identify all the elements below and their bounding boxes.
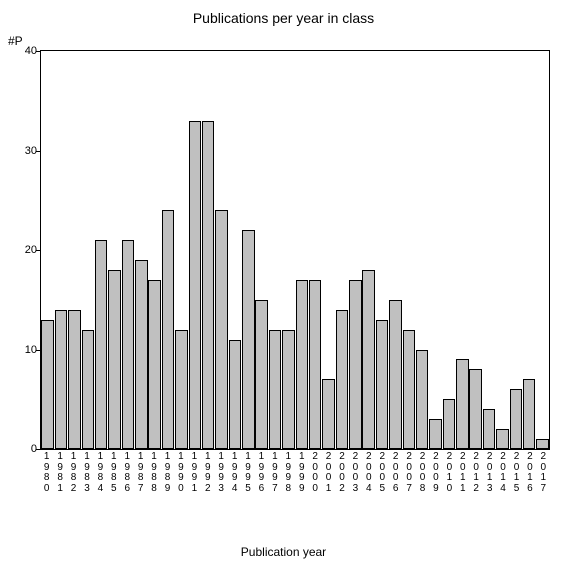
bar (496, 429, 509, 449)
chart-container: Publications per year in class #P 010203… (0, 0, 567, 567)
bar (389, 300, 402, 449)
xticks-group: 1 9 8 01 9 8 11 9 8 21 9 8 31 9 8 41 9 8… (40, 452, 550, 494)
xtick-label: 1 9 9 3 (214, 452, 227, 494)
bar (189, 121, 202, 449)
bar (403, 330, 416, 449)
bar (296, 280, 309, 449)
bar (135, 260, 148, 449)
bar (416, 350, 429, 450)
xtick-label: 2 0 0 5 (376, 452, 389, 494)
bar (282, 330, 295, 449)
xtick-label: 2 0 1 5 (510, 452, 523, 494)
bar (483, 409, 496, 449)
bar (376, 320, 389, 449)
bar (269, 330, 282, 449)
ytick-mark (36, 250, 41, 251)
xtick-label: 1 9 9 4 (228, 452, 241, 494)
bar (55, 310, 68, 449)
xtick-label: 1 9 8 6 (121, 452, 134, 494)
bar (349, 280, 362, 449)
ytick-mark (36, 350, 41, 351)
xtick-label: 1 9 8 5 (107, 452, 120, 494)
xtick-label: 2 0 1 1 (456, 452, 469, 494)
bar (443, 399, 456, 449)
xtick-label: 2 0 0 6 (389, 452, 402, 494)
ytick-mark (36, 51, 41, 52)
bar (255, 300, 268, 449)
xtick-label: 1 9 8 2 (67, 452, 80, 494)
bar (95, 240, 108, 449)
xtick-label: 1 9 9 9 (295, 452, 308, 494)
xtick-label: 2 0 0 9 (429, 452, 442, 494)
xtick-label: 2 0 0 7 (402, 452, 415, 494)
ytick-mark (36, 449, 41, 450)
xtick-label: 2 0 1 7 (537, 452, 550, 494)
bar (215, 210, 228, 449)
xtick-label: 2 0 1 2 (470, 452, 483, 494)
xtick-label: 1 9 9 8 (282, 452, 295, 494)
ytick-mark (36, 151, 41, 152)
bar (336, 310, 349, 449)
bar (242, 230, 255, 449)
xtick-label: 1 9 8 7 (134, 452, 147, 494)
bar (82, 330, 95, 449)
xtick-label: 1 9 8 1 (53, 452, 66, 494)
xtick-label: 1 9 9 6 (255, 452, 268, 494)
bar (456, 359, 469, 449)
bar (322, 379, 335, 449)
bar (362, 270, 375, 449)
xtick-label: 2 0 1 0 (443, 452, 456, 494)
xtick-label: 1 9 9 5 (241, 452, 254, 494)
xtick-label: 2 0 1 4 (496, 452, 509, 494)
bar (162, 210, 175, 449)
xtick-label: 2 0 1 6 (523, 452, 536, 494)
xtick-label: 1 9 9 1 (188, 452, 201, 494)
xtick-label: 2 0 1 3 (483, 452, 496, 494)
xtick-label: 2 0 0 4 (362, 452, 375, 494)
xtick-label: 1 9 8 0 (40, 452, 53, 494)
bar (309, 280, 322, 449)
bar (148, 280, 161, 449)
xtick-label: 1 9 8 4 (94, 452, 107, 494)
xtick-label: 1 9 9 7 (268, 452, 281, 494)
xtick-label: 2 0 0 2 (335, 452, 348, 494)
plot-area: 010203040 (40, 50, 550, 450)
bar (229, 340, 242, 449)
chart-title: Publications per year in class (0, 10, 567, 26)
xtick-label: 1 9 8 8 (147, 452, 160, 494)
bar (429, 419, 442, 449)
y-axis-label: #P (8, 34, 23, 48)
bar (122, 240, 135, 449)
bar (202, 121, 215, 449)
bar (68, 310, 81, 449)
bar (108, 270, 121, 449)
xtick-label: 2 0 0 0 (308, 452, 321, 494)
bar (523, 379, 536, 449)
bar (510, 389, 523, 449)
bar (469, 369, 482, 449)
xtick-label: 1 9 8 9 (161, 452, 174, 494)
xtick-label: 2 0 0 3 (349, 452, 362, 494)
xtick-label: 1 9 8 3 (80, 452, 93, 494)
bar (536, 439, 549, 449)
xtick-label: 1 9 9 0 (174, 452, 187, 494)
xtick-label: 2 0 0 1 (322, 452, 335, 494)
bar (41, 320, 54, 449)
bars-group (41, 51, 549, 449)
xtick-label: 1 9 9 2 (201, 452, 214, 494)
bar (175, 330, 188, 449)
xtick-label: 2 0 0 8 (416, 452, 429, 494)
x-axis-label: Publication year (0, 545, 567, 559)
